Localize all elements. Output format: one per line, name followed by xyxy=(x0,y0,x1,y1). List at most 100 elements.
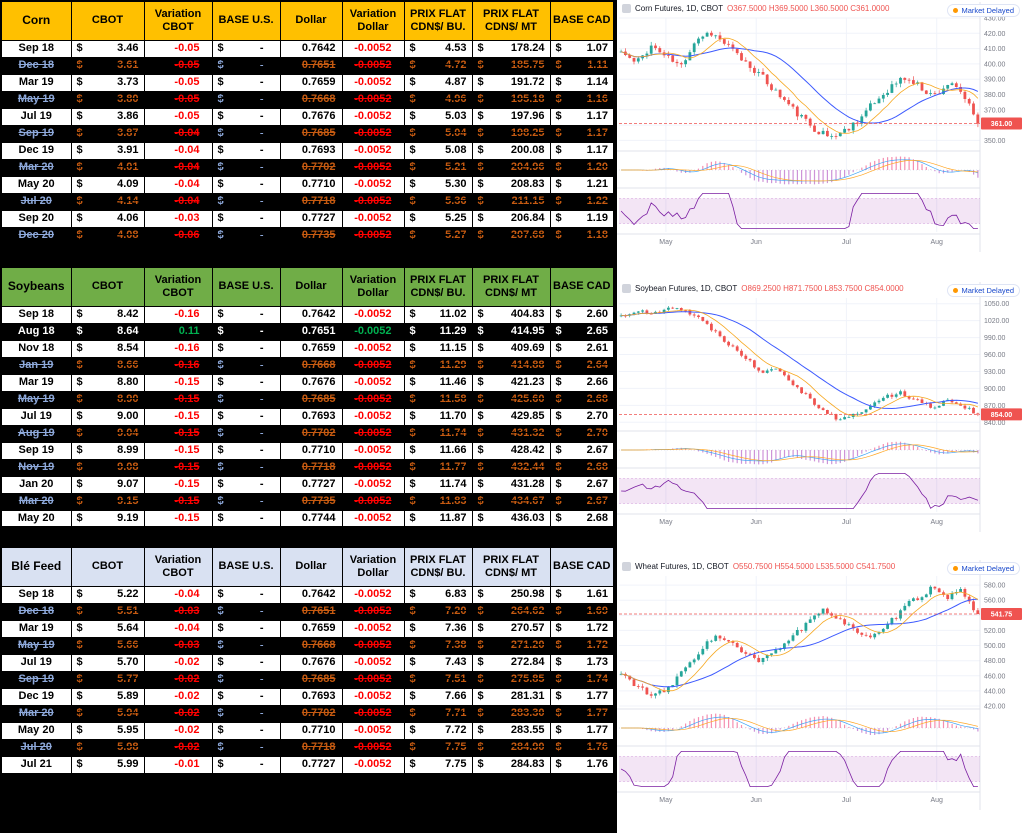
cell-prix-flat-mt[interactable]: $211.15 xyxy=(471,192,551,211)
cell-base-us[interactable]: $ - xyxy=(211,192,281,211)
cell-variation-dollar[interactable]: -0.0052 xyxy=(341,670,405,689)
cell-base-us[interactable]: $ - xyxy=(211,687,281,706)
wheat-futures-chart[interactable]: Wheat Futures, 1D, CBOT O550.7500 H554.5… xyxy=(617,560,1024,810)
col-header-7[interactable]: BASE CAD xyxy=(549,546,615,587)
cell-prix-flat-bu[interactable]: $4.96 xyxy=(403,90,473,109)
cell-variation-cbot[interactable]: -0.15 xyxy=(143,407,213,426)
cell-prix-flat-bu[interactable]: $5.27 xyxy=(403,226,473,245)
cell-dollar[interactable]: 0.7642 xyxy=(279,585,343,604)
cell-base-us[interactable]: $ - xyxy=(211,441,281,460)
cell-prix-flat-bu[interactable]: $5.21 xyxy=(403,158,473,177)
cell-dollar[interactable]: 0.7702 xyxy=(279,424,343,443)
cell-variation-cbot[interactable]: 0.11 xyxy=(143,322,213,341)
cell-dollar[interactable]: 0.7727 xyxy=(279,209,343,228)
cell-variation-dollar[interactable]: -0.0052 xyxy=(341,175,405,194)
cell-prix-flat-bu[interactable]: $11.83 xyxy=(403,492,473,511)
col-header-2[interactable]: BASE U.S. xyxy=(211,266,281,307)
cell-prix-flat-mt[interactable]: $197.96 xyxy=(471,107,551,126)
cell-dollar[interactable]: 0.7702 xyxy=(279,158,343,177)
cell-month[interactable]: Aug 19 xyxy=(0,424,72,443)
cell-variation-cbot[interactable]: -0.02 xyxy=(143,653,213,672)
cell-variation-cbot[interactable]: -0.01 xyxy=(143,755,213,774)
cell-variation-cbot[interactable]: -0.16 xyxy=(143,305,213,324)
cell-variation-cbot[interactable]: -0.04 xyxy=(143,175,213,194)
cell-variation-dollar[interactable]: -0.0052 xyxy=(341,141,405,160)
cell-dollar[interactable]: 0.7735 xyxy=(279,226,343,245)
cell-variation-dollar[interactable]: -0.0052 xyxy=(341,226,405,245)
cell-prix-flat-mt[interactable]: $185.75 xyxy=(471,56,551,75)
cell-variation-dollar[interactable]: -0.0052 xyxy=(341,73,405,92)
cell-dollar[interactable]: 0.7718 xyxy=(279,458,343,477)
cell-cbot[interactable]: $3.46 xyxy=(70,39,145,58)
col-header-5[interactable]: PRIX FLAT CDN$/ BU. xyxy=(403,0,473,41)
cell-dollar[interactable]: 0.7710 xyxy=(279,721,343,740)
cell-variation-dollar[interactable]: -0.0052 xyxy=(341,619,405,638)
cell-dollar[interactable]: 0.7727 xyxy=(279,755,343,774)
cell-month[interactable]: Jan 20 xyxy=(0,475,72,494)
cell-empty[interactable] xyxy=(403,772,473,791)
cell-empty[interactable] xyxy=(341,772,405,791)
cell-base-cad[interactable]: $1.76 xyxy=(549,738,615,757)
cell-base-cad[interactable]: $1.77 xyxy=(549,704,615,723)
cell-base-cad[interactable]: $2.68 xyxy=(549,390,615,409)
cell-prix-flat-bu[interactable]: $7.75 xyxy=(403,755,473,774)
cell-base-cad[interactable]: $2.67 xyxy=(549,475,615,494)
cell-prix-flat-mt[interactable]: $281.31 xyxy=(471,687,551,706)
cell-dollar[interactable]: 0.7676 xyxy=(279,373,343,392)
cell-prix-flat-mt[interactable]: $283.30 xyxy=(471,704,551,723)
cell-prix-flat-bu[interactable]: $5.08 xyxy=(403,141,473,160)
cell-prix-flat-bu[interactable]: $7.75 xyxy=(403,738,473,757)
cell-cbot[interactable]: $5.89 xyxy=(70,687,145,706)
cell-variation-dollar[interactable]: -0.0052 xyxy=(341,390,405,409)
cell-month[interactable]: Nov 18 xyxy=(0,339,72,358)
cell-variation-dollar[interactable]: -0.0052 xyxy=(341,90,405,109)
cell-base-us[interactable]: $ - xyxy=(211,704,281,723)
cell-month[interactable]: Sep 18 xyxy=(0,305,72,324)
cell-dollar[interactable]: 0.7744 xyxy=(279,509,343,528)
col-header-1[interactable]: Variation CBOT xyxy=(143,0,213,41)
cell-base-cad[interactable]: $2.61 xyxy=(549,339,615,358)
cell-prix-flat-mt[interactable]: $198.25 xyxy=(471,124,551,143)
cell-prix-flat-mt[interactable]: $250.98 xyxy=(471,585,551,604)
cell-variation-dollar[interactable]: -0.0052 xyxy=(341,704,405,723)
cell-prix-flat-mt[interactable]: $425.60 xyxy=(471,390,551,409)
cell-variation-cbot[interactable]: -0.03 xyxy=(143,209,213,228)
cell-variation-dollar[interactable]: -0.0052 xyxy=(341,192,405,211)
cell-variation-cbot[interactable]: -0.05 xyxy=(143,39,213,58)
cell-base-us[interactable]: $ - xyxy=(211,107,281,126)
cell-prix-flat-mt[interactable]: $414.88 xyxy=(471,356,551,375)
cell-variation-dollar[interactable]: -0.0052 xyxy=(341,124,405,143)
col-header-0[interactable]: CBOT xyxy=(70,546,145,587)
cell-prix-flat-mt[interactable]: $432.44 xyxy=(471,458,551,477)
cell-base-cad[interactable]: $1.73 xyxy=(549,653,615,672)
cell-prix-flat-bu[interactable]: $5.03 xyxy=(403,107,473,126)
cell-empty[interactable] xyxy=(211,772,281,791)
cell-variation-dollar[interactable]: -0.0052 xyxy=(341,509,405,528)
cell-variation-cbot[interactable]: -0.04 xyxy=(143,192,213,211)
cell-base-cad[interactable]: $1.72 xyxy=(549,636,615,655)
cell-month[interactable]: Sep 19 xyxy=(0,124,72,143)
cell-month[interactable]: Mar 20 xyxy=(0,492,72,511)
cell-prix-flat-bu[interactable]: $7.51 xyxy=(403,670,473,689)
cell-dollar[interactable]: 0.7659 xyxy=(279,339,343,358)
cell-dollar[interactable]: 0.7668 xyxy=(279,90,343,109)
cell-base-us[interactable]: $ - xyxy=(211,509,281,528)
cell-dollar[interactable]: 0.7718 xyxy=(279,192,343,211)
cell-empty[interactable] xyxy=(70,772,145,791)
cell-base-cad[interactable]: $2.68 xyxy=(549,458,615,477)
cell-base-cad[interactable]: $1.76 xyxy=(549,755,615,774)
cell-prix-flat-bu[interactable]: $4.72 xyxy=(403,56,473,75)
col-header-1[interactable]: Variation CBOT xyxy=(143,546,213,587)
cell-cbot[interactable]: $4.14 xyxy=(70,192,145,211)
cell-cbot[interactable]: $9.07 xyxy=(70,475,145,494)
cell-cbot[interactable]: $9.19 xyxy=(70,509,145,528)
cell-month[interactable]: Mar 19 xyxy=(0,373,72,392)
cell-cbot[interactable]: $5.22 xyxy=(70,585,145,604)
cell-month[interactable]: Sep 18 xyxy=(0,585,72,604)
cell-base-us[interactable]: $ - xyxy=(211,124,281,143)
cell-base-cad[interactable]: $1.69 xyxy=(549,602,615,621)
cell-prix-flat-bu[interactable]: $11.15 xyxy=(403,339,473,358)
cell-cbot[interactable]: $3.61 xyxy=(70,56,145,75)
cell-dollar[interactable]: 0.7685 xyxy=(279,670,343,689)
corn-futures-chart[interactable]: Corn Futures, 1D, CBOT O367.5000 H369.50… xyxy=(617,2,1024,252)
